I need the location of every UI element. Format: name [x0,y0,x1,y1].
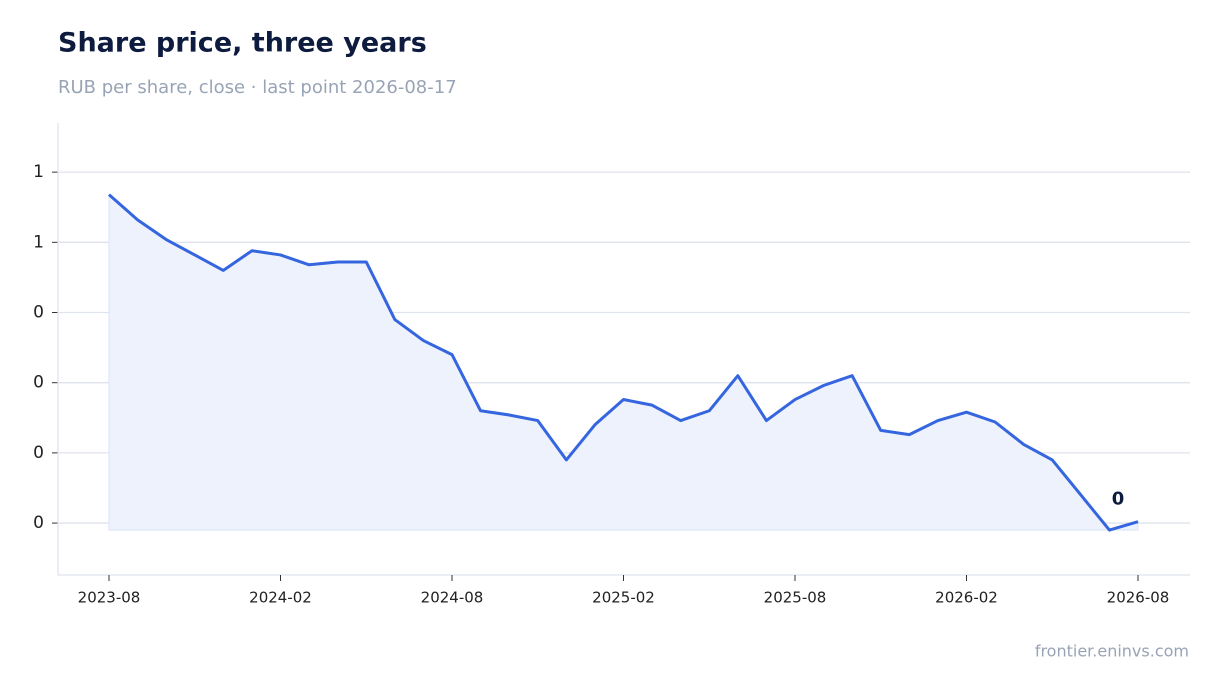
y-tick-label: 0 [33,303,44,323]
y-tick-label: 0 [33,373,44,393]
x-tick-label: 2024-02 [249,589,312,607]
x-tick-label: 2023-08 [78,589,141,607]
x-tick-label: 2025-08 [764,589,827,607]
x-tick-label: 2026-02 [935,589,998,607]
y-tick-label: 0 [33,513,44,533]
x-tick-label: 2025-02 [592,589,655,607]
x-tick-label: 2024-08 [421,589,484,607]
y-tick-label: 1 [33,162,44,182]
line [108,193,1139,532]
y-tick-label: 1 [33,232,44,252]
y-tick-label: 0 [33,443,44,463]
annotation: 0 [1112,489,1125,510]
x-tick-label: 2026-08 [1107,589,1170,607]
area [108,193,1139,531]
source: frontier.eninvs.com [1035,642,1189,661]
chart-subtitle: RUB per share, close · last point 2026-0… [58,77,457,98]
chart-title: Share price, three years [58,28,427,59]
